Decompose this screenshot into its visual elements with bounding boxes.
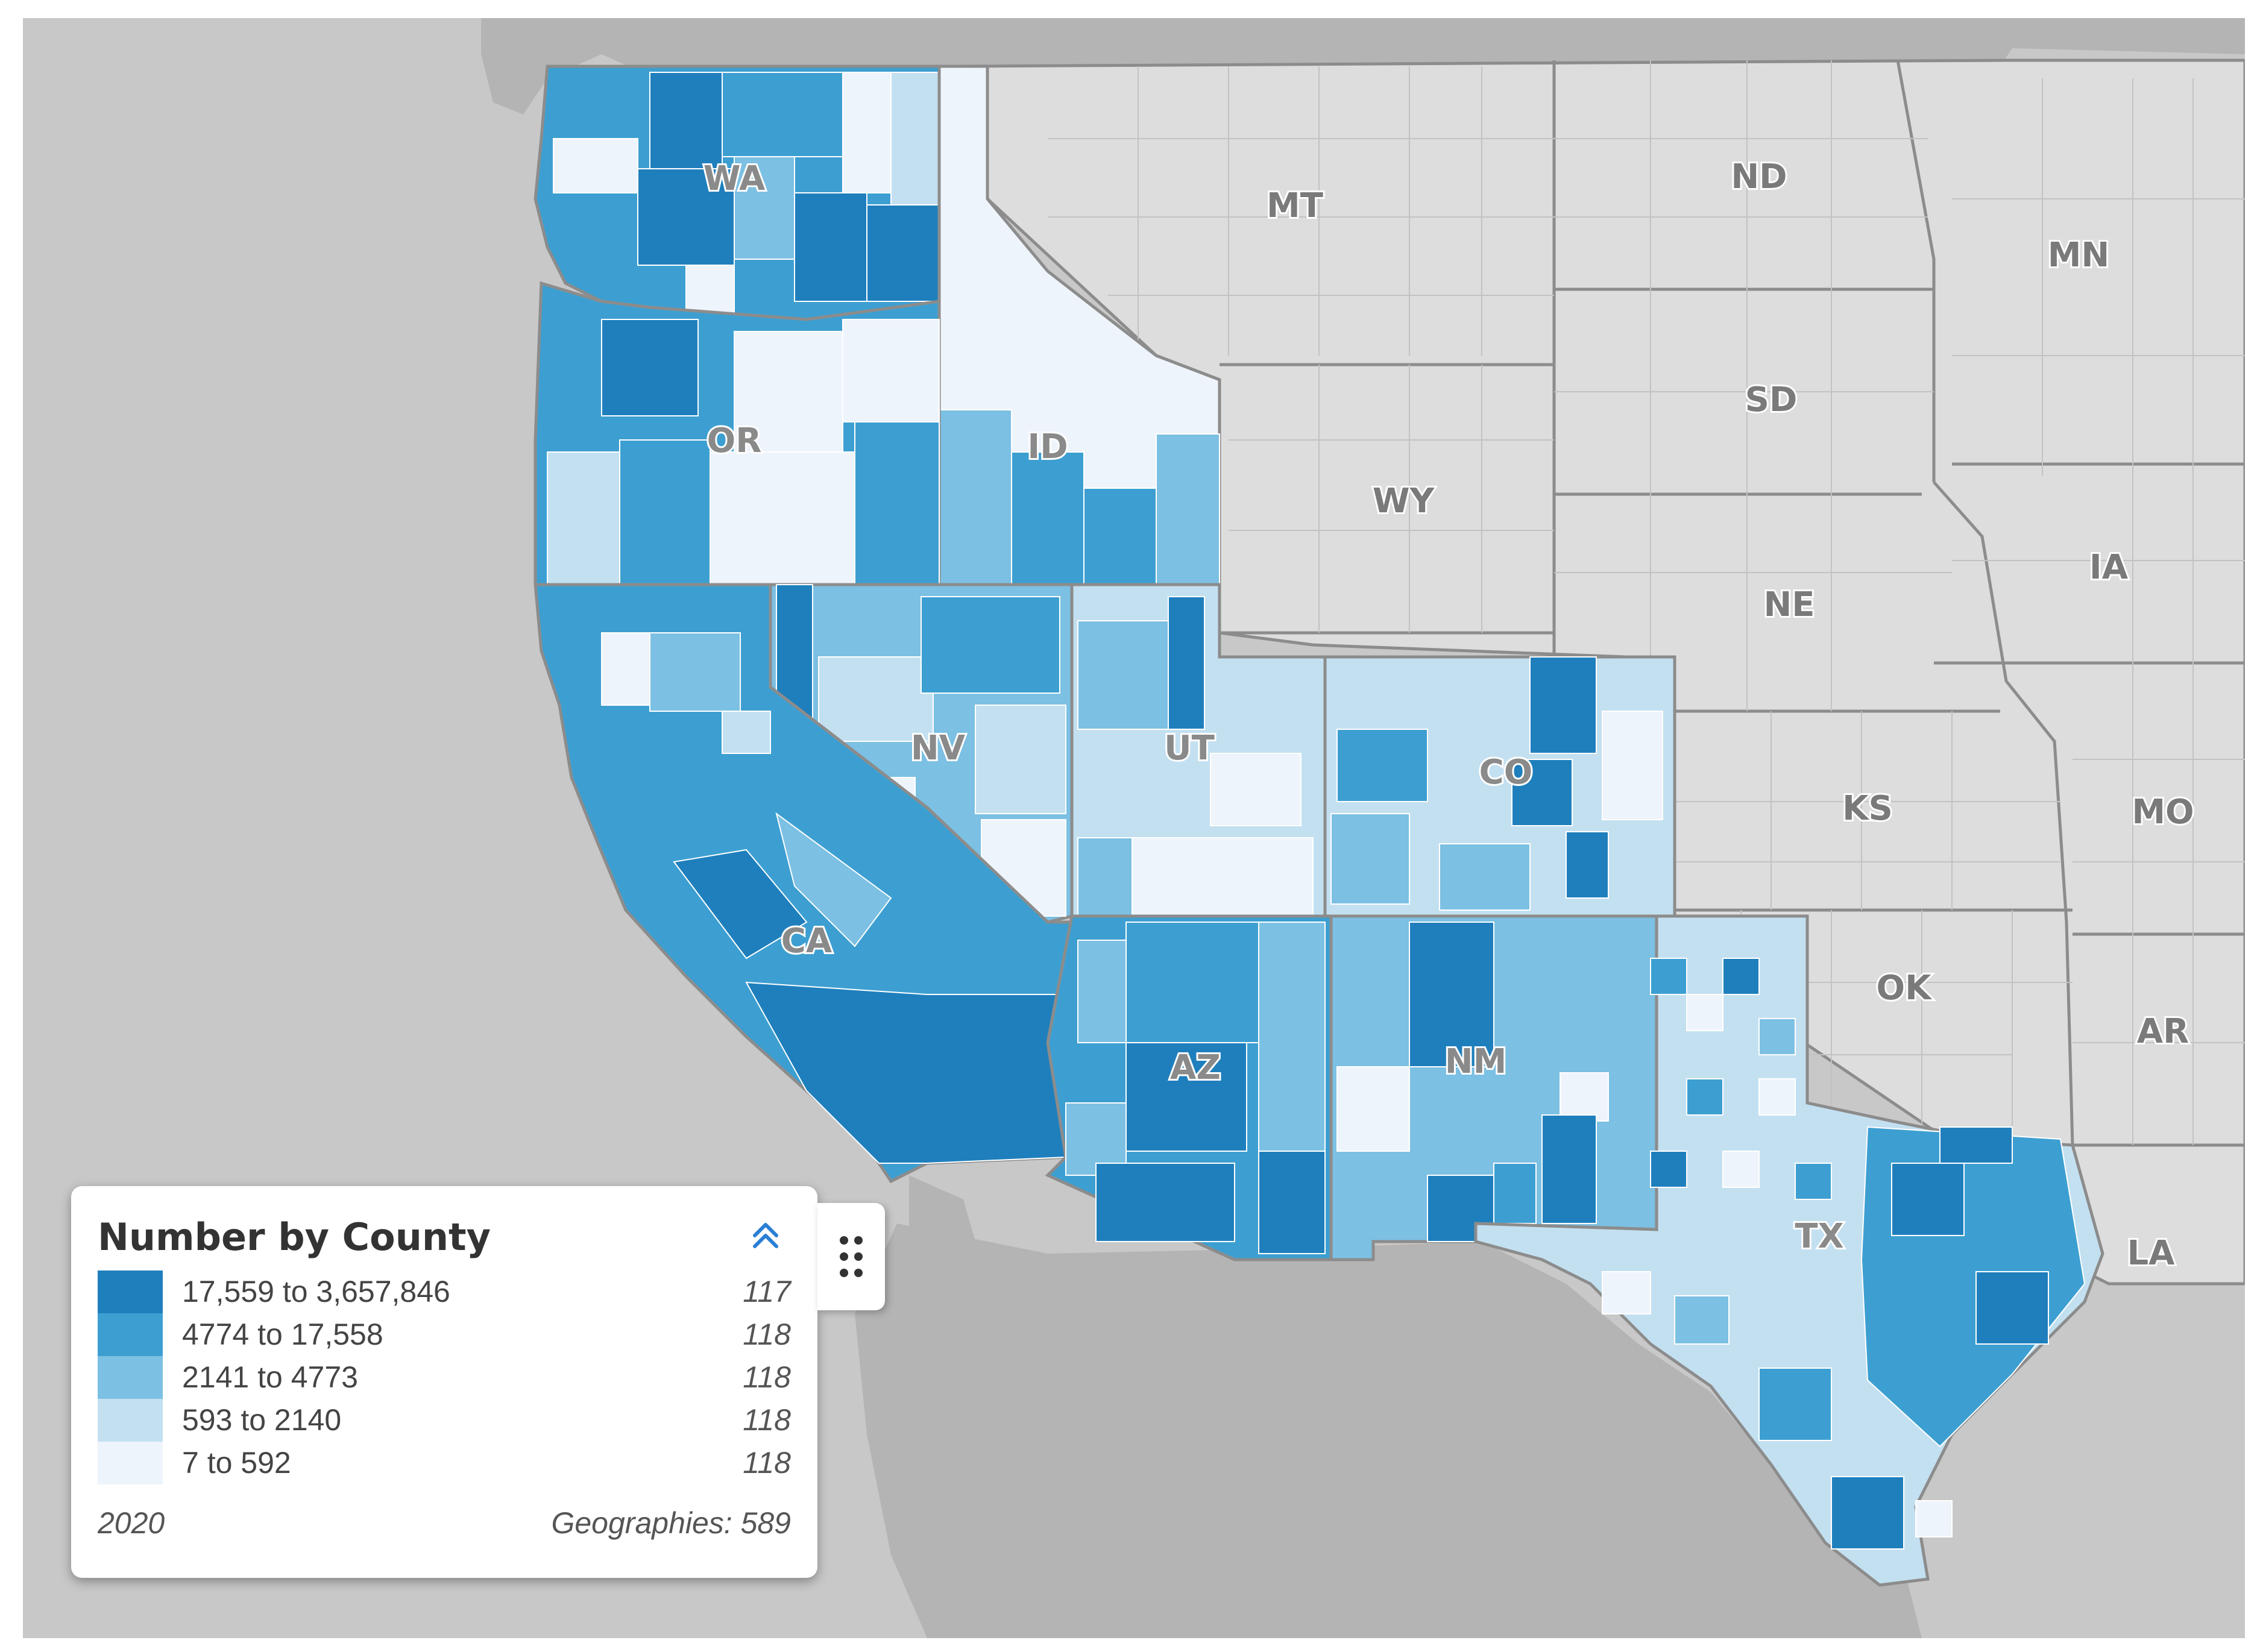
state-label-ca: CA [781, 922, 833, 961]
state-label-id: ID [1027, 427, 1068, 466]
legend-classes: 17,559 to 3,657,846 117 4774 to 17,558 1… [98, 1270, 791, 1484]
legend-swatch [98, 1399, 163, 1442]
legend-title: Number by County [98, 1215, 491, 1259]
legend-class-row: 4774 to 17,558 118 [98, 1313, 791, 1356]
state-label-az: AZ [1170, 1048, 1221, 1087]
state-label-or: OR [707, 421, 762, 460]
legend-geographies: Geographies: 589 [551, 1506, 791, 1540]
state-label-ks: KS [1842, 789, 1893, 828]
state-label-co: CO [1479, 753, 1533, 792]
state-label-nv: NV [911, 729, 966, 768]
state-label-mn: MN [2048, 236, 2110, 275]
state-label-wa: WA [703, 159, 766, 198]
legend-count: 118 [743, 1403, 791, 1437]
chevron-double-up-icon[interactable] [746, 1216, 785, 1255]
legend-swatch [98, 1442, 163, 1484]
legend-range: 4774 to 17,558 [182, 1318, 383, 1351]
legend-count: 118 [743, 1360, 791, 1394]
mexico-land [855, 1223, 1922, 1638]
state-label-sd: SD [1745, 380, 1798, 419]
legend-class-row: 17,559 to 3,657,846 117 [98, 1270, 791, 1313]
legend-class-row: 2141 to 4773 118 [98, 1356, 791, 1399]
canada-land [481, 18, 2245, 115]
state-label-ar: AR [2137, 1012, 2189, 1051]
state-label-wy: WY [1373, 482, 1435, 521]
map-frame[interactable]: WA OR ID MT ND MN SD WY NE IA NV UT CO K… [23, 18, 2245, 1638]
legend-range: 593 to 2140 [182, 1403, 342, 1437]
legend-range: 17,559 to 3,657,846 [182, 1275, 450, 1308]
legend-count: 118 [743, 1446, 791, 1480]
legend-swatch [98, 1313, 163, 1356]
grey-county-grid [1048, 60, 2245, 1193]
legend-swatch [98, 1356, 163, 1399]
choropleth-map[interactable]: WA OR ID MT ND MN SD WY NE IA NV UT CO K… [23, 18, 2245, 1638]
state-label-ia: IA [2089, 548, 2129, 587]
drag-handle-icon [840, 1236, 863, 1277]
state-label-tx: TX [1795, 1217, 1843, 1256]
state-label-nd: ND [1731, 157, 1787, 196]
legend-count: 118 [743, 1318, 791, 1351]
state-label-mt: MT [1267, 186, 1323, 225]
legend-count: 117 [743, 1275, 791, 1308]
state-label-nm: NM [1445, 1042, 1507, 1081]
state-labels: WA OR ID MT ND MN SD WY NE IA NV UT CO K… [702, 155, 2196, 1275]
state-label-ok: OK [1877, 969, 1933, 1008]
legend-class-row: 7 to 592 118 [98, 1442, 791, 1484]
state-label-mo: MO [2132, 793, 2194, 832]
state-label-ne: NE [1763, 585, 1815, 624]
legend-class-row: 593 to 2140 118 [98, 1399, 791, 1442]
baja-peninsula [909, 1175, 1168, 1638]
legend-range: 7 to 592 [182, 1446, 291, 1480]
legend-drag-handle[interactable] [817, 1203, 885, 1310]
legend-panel: Number by County 17,559 to 3,657,846 117… [71, 1186, 817, 1578]
legend-swatch [98, 1270, 163, 1313]
state-label-ut: UT [1164, 729, 1215, 768]
state-label-la: LA [2127, 1234, 2175, 1273]
legend-year: 2020 [98, 1506, 165, 1540]
legend-range: 2141 to 4773 [182, 1360, 358, 1394]
